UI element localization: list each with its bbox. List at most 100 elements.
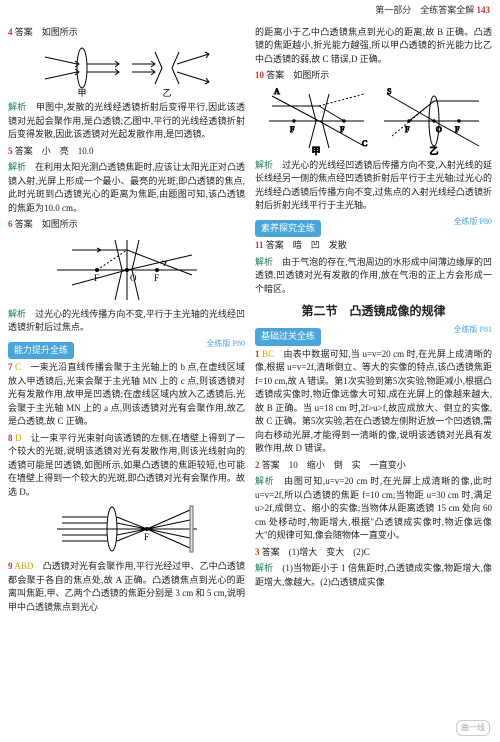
svg-text:F: F [154,273,159,283]
bar3-title: 基础过关全练 [255,328,321,346]
literacy-bar: 素养探究全练 全练版 P80 [255,216,492,240]
q7-choice: C [15,362,21,372]
svg-text:A: A [274,87,280,96]
q3-num: 3 [255,547,260,557]
part-label: 第一部分 全练答案全解 [375,5,474,15]
q8-figure: F [8,502,245,557]
q8-text: 让一束平行光束射向该透镜的左侧,在墙壁上得到了一个较大的光斑,说明该透镜对光有发… [8,433,245,497]
q7-text: 一束光沿直线传播会聚于主光轴上的 b 点,在虚线区域放入甲透镜后,光束会聚于主光… [8,362,245,426]
q4-expl-label: 解析 [8,102,27,112]
svg-text:甲: 甲 [311,146,320,156]
q4-answer: 4 答案 如图所示 [8,26,245,40]
svg-text:甲: 甲 [77,88,86,98]
q2-answer: 2 答案 10 缩小 倒 实 一直变小 [255,459,492,473]
q9-num: 9 [8,561,13,571]
q6-num: 6 [8,219,13,229]
ability-bar: 能力提升全练 全练版 P80 [8,338,245,362]
q5-ans-label: 答案 [15,146,33,156]
q1: 1 BC 由表中数据可知,当 u=v=20 cm 时,在光屏上成清晰的像,根据 … [255,348,492,456]
q11-ans: 暗 凹 发散 [293,240,347,250]
q2-expl-label: 解析 [255,476,274,486]
page-number: 143 [477,5,491,15]
q4-expl-text: 甲图中,发散的光线经透镜折射后变得平行,因此该透镜对光起会聚作用,是凸透镜;乙图… [8,102,245,139]
right-column: 的距离小于乙中凸透镜焦点到光心的距离,故 B 正确。凸透镜的焦距越小,折光能力越… [255,26,492,618]
q10-expl: 解析 过光心的光线经凹透镜后传播方向不变,入射光线的延长线经另一侧的焦点经凹透镜… [255,159,492,213]
svg-text:S: S [387,87,391,96]
q4-expl: 解析 甲图中,发散的光线经透镜折射后变得平行,因此该透镜对光起会聚作用,是凸透镜… [8,101,245,142]
q10-answer: 10 答案 如图所示 [255,69,492,83]
q3-ans: (1)增大 变大 (2)C [289,547,370,557]
q1-num: 1 [255,349,260,359]
page-header: 第一部分 全练答案全解 143 [0,0,500,20]
q9-text: 凸透镜对光有会聚作用,平行光经过甲、乙中凸透镜都会聚于各自的焦点处,故 A 正确… [8,561,245,612]
left-column: 4 答案 如图所示 甲 乙 解析 甲图中,发散的光线经透镜折射后变得平行,因此该… [8,26,245,618]
q2-expl-text: 由图可知,u=v=20 cm 时,在光屏上成清晰的像,此时 u=v=2f,所以凸… [255,476,492,540]
q11-num: 11 [255,240,264,250]
q10-ans-label: 答案 [266,70,284,80]
q4-ans-label: 答案 [15,27,33,37]
svg-text:F: F [290,125,295,134]
q6-expl: 解析 过光心的光线传播方向不变,平行于主光轴的光线经凹透镜折射后过焦点。 [8,308,245,335]
svg-text:C: C [362,139,367,148]
q5-expl: 解析 在利用太阳光测凸透镜焦距时,应该让太阳光正对凸透镜入射,光屏上形成一个最小… [8,161,245,215]
bar3-ref: 全练版 P81 [454,324,492,336]
q3-expl: 解析 (1)当物距小于 1 倍焦距时,凸透镜成实像,物距增大,像距增大,像越大。… [255,562,492,589]
q6-expl-label: 解析 [8,309,26,319]
q2-ans-label: 答案 [262,460,280,470]
basic-bar: 基础过关全练 全练版 P81 [255,324,492,348]
svg-text:F: F [340,125,345,134]
svg-text:F: F [94,273,99,283]
q11-expl-label: 解析 [255,257,273,267]
q6-ans-label: 答案 [15,219,33,229]
q6-figure: F F O [8,235,245,305]
q10-ans: 如图所示 [293,70,329,80]
q5-num: 5 [8,146,13,156]
page-body: 4 答案 如图所示 甲 乙 解析 甲图中,发散的光线经透镜折射后变得平行,因此该… [0,20,500,626]
q6-expl-text: 过光心的光线传播方向不变,平行于主光轴的光线经凹透镜折射后过焦点。 [8,309,245,333]
q3-expl-label: 解析 [255,563,273,573]
q11-answer: 11 答案 暗 凹 发散 [255,239,492,253]
q9-cont: 的距离小于乙中凸透镜焦点到光心的距离,故 B 正确。凸透镜的焦距越小,折光能力越… [255,26,492,67]
svg-text:F: F [144,532,149,542]
q5-expl-label: 解析 [8,162,26,172]
q1-choice: BC [262,349,274,359]
q6-answer: 6 答案 如图所示 [8,218,245,232]
q4-figure: 甲 乙 [8,42,245,98]
watermark: 曲一线 [456,720,490,736]
q7-num: 7 [8,362,13,372]
q5-answer: 5 答案 小 亮 10.0 [8,145,245,159]
svg-text:F: F [455,125,460,134]
q3-answer: 3 答案 (1)增大 变大 (2)C [255,546,492,560]
q3-ans-label: 答案 [262,547,280,557]
q3-expl-text: (1)当物距小于 1 倍焦距时,凸透镜成实像,物距增大,像距增大,像越大。(2)… [255,563,492,587]
q4-ans: 如图所示 [42,27,78,37]
q8-num: 8 [8,433,13,443]
svg-text:O: O [130,273,137,283]
q9-cont-text: 的距离小于乙中凸透镜焦点到光心的距离,故 B 正确。凸透镜的焦距越小,折光能力越… [255,27,492,64]
q1-text: 由表中数据可知,当 u=v=20 cm 时,在光屏上成清晰的像,根据 u=v=2… [255,349,492,454]
q11-expl: 解析 由于气泡的存在,气泡周边的水形成中间薄边缘厚的凹透镜,凹透镜对光有发散的作… [255,256,492,297]
q4-num: 4 [8,27,13,37]
svg-text:O: O [436,125,442,134]
q8-choice: D [15,433,22,443]
q10-figure: FF AC 甲 FFO S 乙 [255,86,492,156]
q10-expl-text: 过光心的光线经凹透镜后传播方向不变,入射光线的延长线经另一侧的焦点经凹透镜折射后… [255,160,492,211]
q11-ans-label: 答案 [266,240,284,250]
q2-num: 2 [255,460,260,470]
section-2-title: 第二节 凸透镜成像的规律 [255,302,492,320]
q2-expl: 解析 由图可知,u=v=20 cm 时,在光屏上成清晰的像,此时 u=v=2f,… [255,475,492,543]
q10-num: 10 [255,70,264,80]
svg-text:F: F [405,125,410,134]
q7: 7 C 一束光沿直线传播会聚于主光轴上的 b 点,在虚线区域放入甲透镜后,光束会… [8,361,245,429]
bar2-title: 素养探究全练 [255,220,321,238]
q11-expl-text: 由于气泡的存在,气泡周边的水形成中间薄边缘厚的凹透镜,凹透镜对光有发散的作用,放… [255,257,492,294]
bar2-ref: 全练版 P80 [454,216,492,228]
q5-ans: 小 亮 10.0 [42,146,94,156]
bar1-ref: 全练版 P80 [207,338,245,350]
q9-choice: ABD [14,561,33,571]
q8: 8 D 让一束平行光束射向该透镜的左侧,在墙壁上得到了一个较大的光斑,说明该透镜… [8,432,245,500]
bar1-title: 能力提升全练 [8,342,74,360]
svg-text:乙: 乙 [162,88,171,98]
q6-ans: 如图所示 [42,219,78,229]
q9: 9 ABD 凸透镜对光有会聚作用,平行光经过甲、乙中凸透镜都会聚于各自的焦点处,… [8,560,245,614]
